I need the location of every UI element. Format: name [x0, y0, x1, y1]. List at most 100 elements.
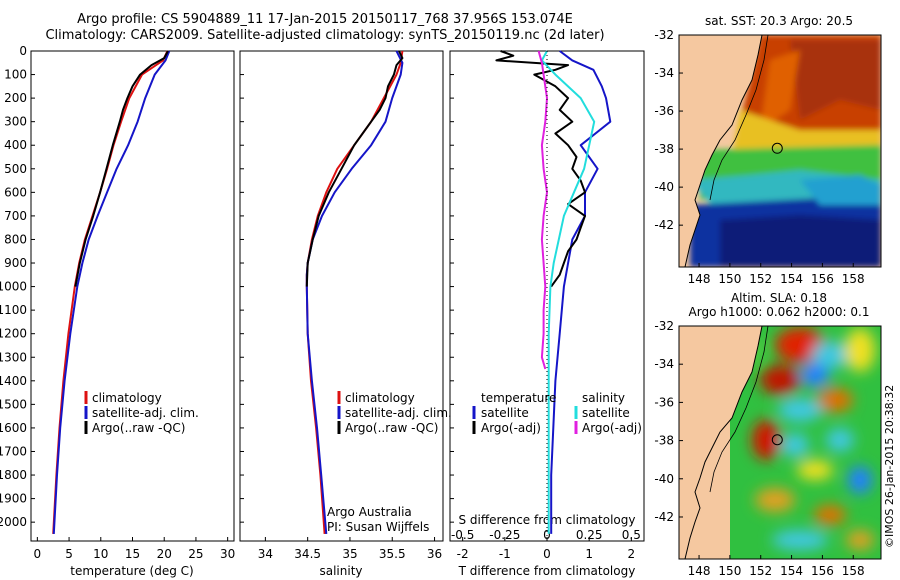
s-diff-tick-label: 0.5 — [622, 528, 641, 542]
salinity-plot-frame — [239, 50, 444, 542]
latitude-tick-label: -36 — [654, 104, 674, 118]
series-line-argo-raw-qc — [305, 50, 404, 287]
latitude-tick-label: -38 — [654, 142, 674, 156]
latitude-tick-label: -42 — [654, 510, 674, 524]
longitude-tick-label: 150 — [718, 564, 741, 578]
latitude-tick-label: -36 — [654, 395, 674, 409]
sst-longitude-ticks: 148 150 152 154 156 158 — [688, 263, 865, 286]
latitude-tick-label: -38 — [654, 434, 674, 448]
longitude-tick-label: 156 — [811, 564, 834, 578]
latitude-tick-label: -42 — [654, 218, 674, 232]
latitude-tick-label: -40 — [654, 472, 674, 486]
series-line-satellite-adj-clim — [52, 50, 171, 534]
series-line-s-satellite — [540, 50, 596, 534]
difference-series — [495, 50, 612, 534]
latitude-tick-label: -34 — [654, 357, 674, 371]
x-tick-label: 15 — [125, 547, 140, 561]
depth-tick-label: 200 — [4, 91, 27, 105]
salinity-series — [305, 50, 404, 534]
longitude-tick-label: 148 — [688, 272, 711, 286]
depth-tick-label: 1800 — [0, 468, 27, 482]
legend-label-s-argo: Argo(-adj) — [582, 421, 642, 435]
sst-map-frame — [678, 34, 882, 268]
depth-tick-label: 1400 — [0, 374, 27, 388]
imos-credit: ©IMOS 26-Jan-2015 20:38:32 — [883, 385, 896, 548]
depth-tick-label: 400 — [4, 138, 27, 152]
longitude-tick-label: 154 — [780, 564, 803, 578]
x-tick-label: -1 — [499, 547, 511, 561]
series-line-satellite-adj-clim — [305, 50, 404, 534]
depth-tick-label: 1600 — [0, 421, 27, 435]
s-diff-tick-label: 0.25 — [576, 528, 603, 542]
latitude-tick-label: -40 — [654, 180, 674, 194]
temperature-axis-label: temperature (deg C) — [70, 564, 193, 578]
depth-tick-label: 700 — [4, 209, 27, 223]
sla-argo-location-marker — [771, 434, 783, 446]
depth-tick-label: 1700 — [0, 444, 27, 458]
sla-heatmap — [679, 326, 881, 559]
depth-tick-label: 0 — [19, 44, 27, 58]
depth-tick-label: 1200 — [0, 327, 27, 341]
latitude-tick-label: -32 — [654, 28, 674, 42]
latitude-tick-label: -32 — [654, 319, 674, 333]
legend-label-argo: Argo(..raw -QC) — [345, 421, 438, 435]
x-tick-label: 2 — [628, 547, 636, 561]
depth-tick-label: 600 — [4, 185, 27, 199]
x-tick-label: 34 — [258, 547, 273, 561]
sla-longitude-ticks: 148 150 152 154 156 158 — [688, 555, 865, 578]
x-tick-label: 36 — [427, 547, 442, 561]
depth-tick-label: 1900 — [0, 492, 27, 506]
x-tick-label: 35 — [342, 547, 357, 561]
sla-latitude-ticks: -32 -34 -36 -38 -40 -42 — [654, 319, 683, 524]
depth-tick-label: 1300 — [0, 350, 27, 364]
x-tick-label: 35.5 — [379, 547, 406, 561]
sst-latitude-ticks: -32 -34 -36 -38 -40 -42 — [654, 28, 683, 232]
principal-investigator: PI: Susan Wijffels — [327, 520, 429, 534]
legend-label-satellite: satellite-adj. clim. — [92, 406, 199, 420]
longitude-tick-label: 152 — [749, 564, 772, 578]
series-line-s-argo-adj — [537, 50, 548, 370]
longitude-tick-label: 158 — [842, 564, 865, 578]
legend-label-s-satellite: satellite — [582, 406, 630, 420]
x-tick-label: 5 — [65, 547, 73, 561]
temperature-axis-ticks: 0 5 10 15 20 25 30 — [34, 537, 235, 561]
legend-title-salinity: salinity — [582, 391, 625, 405]
s-diff-tick-label: -0.25 — [489, 528, 520, 542]
depth-tick-label: 100 — [4, 68, 27, 82]
longitude-tick-label: 148 — [688, 564, 711, 578]
x-tick-label: 25 — [188, 547, 203, 561]
temperature-plot-frame — [30, 50, 235, 542]
salinity-axis-label: salinity — [319, 564, 362, 578]
legend-label-climatology: climatology — [92, 391, 162, 405]
longitude-tick-label: 154 — [780, 272, 803, 286]
sst-map-title: sat. SST: 20.3 Argo: 20.5 — [705, 14, 853, 28]
depth-tick-label: 300 — [4, 115, 27, 129]
difference-legend: temperature salinity satellite Argo(-adj… — [472, 391, 642, 435]
inner-depth-ticks — [240, 50, 454, 523]
x-tick-label: 30 — [220, 547, 235, 561]
x-tick-label: 0 — [543, 547, 551, 561]
x-tick-label: 0 — [34, 547, 42, 561]
sst-argo-location-marker — [771, 142, 783, 154]
salinity-legend: climatology satellite-adj. clim. Argo(..… — [327, 391, 452, 534]
depth-axis-ticks: 0 100 200 300 400 500 600 700 800 900 1000 1100 1200… — [0, 44, 35, 529]
series-line-t-satellite — [550, 50, 612, 534]
x-tick-label: 20 — [157, 547, 172, 561]
legend-label-climatology: climatology — [345, 391, 415, 405]
figure-title-line-1: Argo profile: CS 5904889_11 17-Jan-2015 … — [77, 12, 573, 27]
sla-map-title-line-1: Altim. SLA: 0.18 — [731, 291, 827, 305]
t-difference-axis-label: T difference from climatology — [458, 564, 636, 578]
figure-title-line-2: Climatology: CARS2009. Satellite-adjuste… — [45, 28, 605, 43]
depth-tick-label: 800 — [4, 232, 27, 246]
sla-map-frame — [678, 325, 882, 560]
x-tick-label: 10 — [93, 547, 108, 561]
x-tick-label: -2 — [457, 547, 469, 561]
depth-tick-label: 500 — [4, 162, 27, 176]
longitude-tick-label: 158 — [842, 272, 865, 286]
salinity-axis-ticks: 34 34.5 35 35.5 36 — [258, 537, 442, 561]
depth-tick-label: 900 — [4, 256, 27, 270]
x-tick-label: 34.5 — [294, 547, 321, 561]
legend-label-satellite: satellite-adj. clim. — [345, 406, 452, 420]
legend-title-temperature: temperature — [481, 391, 556, 405]
depth-tick-label: 1000 — [0, 280, 27, 294]
